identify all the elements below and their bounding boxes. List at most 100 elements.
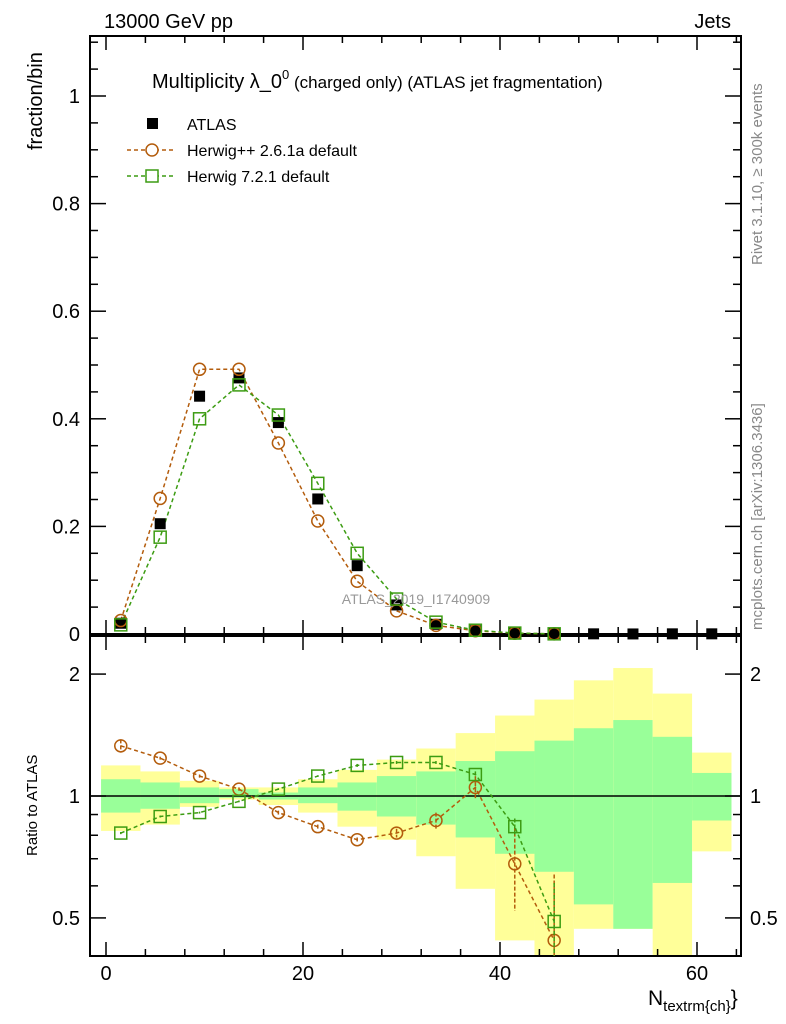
watermark: ATLAS_2019_I1740909: [342, 591, 491, 607]
herwig7-ratio-point: [389, 755, 404, 770]
herwig7-ratio-point: [350, 758, 364, 773]
atlas-point: [351, 560, 363, 572]
herwig7-ratio-point: [468, 767, 483, 782]
herwig7-ratio-point: [508, 819, 522, 834]
herwigpp-point: [311, 514, 325, 528]
herwig7-point: [192, 412, 207, 426]
herwig7-point: [350, 546, 364, 561]
herwigpp-ratio-point: [508, 857, 522, 871]
atlas-point: [666, 628, 678, 640]
y-tick-label: 0.8: [52, 194, 80, 216]
herwig7-ratio-point: [547, 914, 561, 929]
herwig7-point: [153, 530, 167, 544]
header-left: 13000 GeV pp: [104, 11, 233, 33]
plot-title: Multiplicity λ_00 (charged only) (ATLAS …: [152, 67, 603, 93]
x-axis-label-main: N: [648, 987, 663, 1010]
herwig7-ratio-point: [192, 805, 207, 820]
title-main: Multiplicity λ_0: [152, 71, 282, 93]
atlas-point: [115, 617, 127, 629]
herwigpp-line: [120, 368, 555, 635]
herwig7-point: [429, 615, 443, 629]
herwigpp-point: [153, 491, 167, 506]
title-sup: 0: [282, 67, 289, 82]
herwig7-ratio-point: [271, 782, 286, 796]
ratio-y-tick-label-left: 1: [69, 786, 80, 808]
herwig7-point: [271, 408, 286, 422]
atlas-point: [312, 493, 324, 505]
x-tick-label: 0: [100, 963, 111, 985]
x-tick-label: 40: [489, 963, 511, 985]
legend-label-atlas: ATLAS: [187, 117, 237, 134]
herwig7-point: [389, 592, 404, 606]
herwig7-ratio-point: [114, 826, 128, 840]
herwigpp-point: [350, 574, 364, 589]
atlas-point: [154, 518, 166, 530]
herwig7-ratio-point: [232, 794, 246, 809]
herwig7-point: [311, 476, 325, 491]
x-axis-label: Ntextrm{ch}}: [648, 987, 738, 1015]
band-inner: [652, 736, 693, 883]
atlas-point: [469, 625, 481, 637]
herwigpp-ratio-line: [120, 745, 555, 941]
y-tick-label: 1: [69, 86, 80, 108]
rivet-label: Rivet 3.1.10, ≥ 300k events: [749, 83, 766, 265]
y-tick-label: 0.2: [52, 516, 80, 538]
band-inner: [495, 751, 535, 854]
herwigpp-point: [271, 436, 286, 450]
atlas-point: [430, 618, 442, 630]
atlas-point: [194, 390, 206, 402]
ratio-panel: 0.5 0.5 1 1 2 2: [52, 635, 778, 957]
ratio-y-axis-label: Ratio to ATLAS: [24, 755, 41, 856]
herwigpp-ratio-point: [429, 813, 443, 828]
herwigpp-ratio-point: [468, 780, 483, 795]
herwig7-line: [120, 383, 555, 635]
herwigpp-ratio-point: [389, 826, 404, 840]
band-inner: [416, 771, 456, 825]
atlas-point: [548, 628, 560, 640]
atlas-point: [588, 628, 600, 640]
y-tick-label: 0: [69, 624, 80, 646]
atlas-point: [233, 372, 245, 384]
herwigpp-point: [192, 362, 207, 377]
herwigpp-ratio-point: [350, 832, 364, 847]
herwig7-point: [114, 618, 128, 632]
herwig7-ratio-point: [429, 755, 443, 770]
legend-label-herwigpp: Herwig++ 2.6.1a default: [187, 143, 357, 160]
y-axis-label: fraction/bin: [25, 52, 47, 150]
main-frame: [89, 35, 742, 635]
y-tick-label: 0.6: [52, 301, 80, 323]
herwig7-point: [508, 626, 522, 640]
band-inner: [219, 789, 259, 798]
x-axis-label-close: }: [731, 987, 738, 1010]
legend-label-herwig7: Herwig 7.2.1 default: [187, 169, 330, 186]
herwig7-point: [547, 627, 561, 641]
ratio-y-tick-label-left: 0.5: [52, 908, 80, 930]
herwigpp-ratio-point: [192, 769, 207, 783]
header-right: Jets: [694, 11, 731, 33]
ratio-y-tick-label-right: 2: [750, 664, 761, 686]
x-tick-label: 60: [686, 963, 708, 985]
herwigpp-ratio-point: [311, 819, 325, 834]
herwigpp-ratio-point: [114, 739, 128, 753]
legend: ATLAS Herwig++ 2.6.1a default Herwig 7.2…: [127, 117, 357, 186]
legend-marker-herwig7: [145, 169, 159, 183]
herwig7-ratio-point: [311, 769, 325, 783]
x-axis-label-sub: textrm{ch}: [663, 998, 731, 1015]
herwigpp-ratio-point: [271, 805, 286, 820]
band-inner: [534, 740, 574, 872]
ratio-y-tick-label-right: 1: [750, 786, 761, 808]
title-rest: (charged only) (ATLAS jet fragmentation): [289, 73, 602, 92]
mcplots-label: mcplots.cern.ch [arXiv:1306.3436]: [749, 403, 766, 630]
herwig7-point: [232, 378, 246, 392]
band-inner: [613, 720, 653, 929]
herwigpp-ratio-point: [153, 751, 167, 765]
legend-marker-atlas: [147, 118, 158, 129]
atlas-point: [627, 628, 639, 640]
herwig7-ratio-line: [120, 761, 555, 922]
ratio-y-tick-label-right: 0.5: [750, 908, 778, 930]
atlas-point: [509, 627, 521, 639]
band-inner: [573, 728, 614, 905]
atlas-point: [272, 417, 284, 429]
herwig7-ratio-point: [153, 809, 167, 824]
